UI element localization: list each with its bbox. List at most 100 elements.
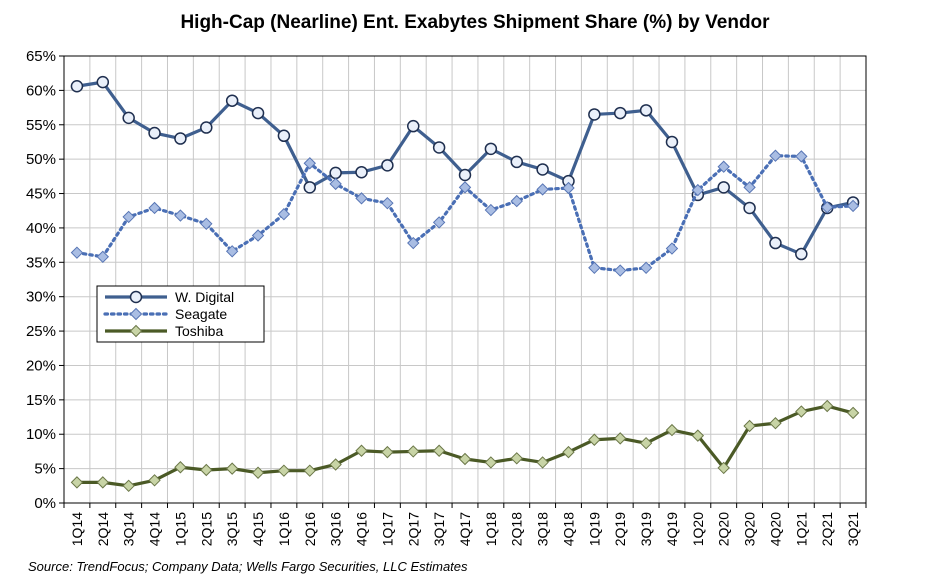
x-tick-label: 3Q16 <box>328 512 344 546</box>
x-tick-label: 1Q21 <box>793 512 809 546</box>
data-point-seagate <box>432 216 446 229</box>
x-tick-label: 2Q16 <box>302 512 318 546</box>
y-tick-label: 35% <box>26 254 56 271</box>
data-point-seagate <box>251 229 265 242</box>
data-point-w-digital <box>200 121 213 134</box>
data-point-w-digital <box>70 80 84 93</box>
data-point-toshiba <box>510 452 523 465</box>
x-tick-label: 2Q19 <box>612 512 628 546</box>
x-tick-label: 4Q19 <box>664 512 680 546</box>
data-point-w-digital <box>174 132 187 145</box>
data-point-w-digital <box>251 106 265 120</box>
data-point-w-digital <box>588 108 601 121</box>
x-tick-label: 3Q21 <box>845 512 861 546</box>
data-point-w-digital <box>743 201 756 215</box>
data-point-toshiba <box>588 433 601 446</box>
data-point-toshiba <box>743 419 756 433</box>
data-point-seagate <box>122 210 135 224</box>
data-point-toshiba <box>536 456 549 469</box>
data-point-toshiba <box>614 432 627 445</box>
data-point-toshiba <box>795 405 808 418</box>
data-point-seagate <box>743 181 756 194</box>
data-point-toshiba <box>277 464 291 477</box>
series-seagate <box>70 149 860 277</box>
plot-area-border <box>63 55 867 504</box>
y-tick-label: 65% <box>26 48 56 65</box>
data-point-seagate <box>588 261 601 275</box>
x-tick-label: 3Q19 <box>638 512 654 546</box>
x-tick-label: 3Q17 <box>431 512 447 546</box>
x-tick-label: 1Q18 <box>483 512 499 546</box>
data-point-seagate <box>277 207 291 221</box>
data-point-w-digital <box>122 111 135 125</box>
data-point-seagate <box>536 183 549 196</box>
data-point-toshiba <box>303 464 316 477</box>
series-w-digital <box>70 75 860 261</box>
data-point-seagate <box>769 149 782 162</box>
legend-marker-w-digital <box>129 290 143 304</box>
data-point-w-digital <box>96 75 110 89</box>
x-tick-label: 2Q15 <box>198 512 214 546</box>
y-tick-label: 10% <box>26 426 56 443</box>
data-point-w-digital <box>613 106 627 120</box>
y-tick-label: 25% <box>26 323 56 340</box>
data-point-seagate <box>355 192 368 205</box>
x-tick-label: 1Q20 <box>690 512 706 546</box>
data-point-w-digital <box>303 181 317 194</box>
y-tick-label: 55% <box>26 117 56 134</box>
data-point-w-digital <box>665 135 679 149</box>
y-tick-label: 45% <box>26 186 56 203</box>
data-point-w-digital <box>795 247 808 261</box>
data-point-toshiba <box>70 476 84 489</box>
data-point-w-digital <box>329 166 342 180</box>
x-tick-label: 2Q18 <box>509 512 525 546</box>
data-point-toshiba <box>225 462 239 475</box>
y-tick-label: 0% <box>34 495 56 512</box>
data-point-w-digital <box>458 168 472 182</box>
data-point-toshiba <box>717 461 730 475</box>
data-point-seagate <box>70 246 84 259</box>
legend-label-toshiba: Toshiba <box>175 323 223 339</box>
series-toshiba <box>70 399 860 493</box>
data-point-w-digital <box>769 236 782 250</box>
data-point-seagate <box>484 203 498 217</box>
x-tick-label: 2Q17 <box>405 512 421 546</box>
data-point-seagate <box>407 236 420 250</box>
x-tick-label: 1Q17 <box>379 512 395 546</box>
data-point-seagate <box>381 196 394 210</box>
data-point-toshiba <box>458 452 472 466</box>
y-tick-labels: 0% 5% 10% 15% 20% 25% 30% 35% 40% 45% 50% 55% 60% 65% <box>26 48 56 512</box>
x-tick-label: 2Q21 <box>819 512 835 546</box>
data-point-seagate <box>510 194 523 208</box>
data-point-toshiba <box>820 399 834 413</box>
data-point-seagate <box>225 245 239 258</box>
x-tick-label: 4Q14 <box>147 512 163 546</box>
x-tick-label: 3Q14 <box>121 512 137 546</box>
y-tick-label: 20% <box>26 357 56 374</box>
x-tick-label: 2Q20 <box>716 512 732 546</box>
data-point-w-digital <box>225 94 239 107</box>
data-point-toshiba <box>200 463 213 477</box>
data-point-w-digital <box>432 141 446 154</box>
data-point-w-digital <box>717 181 730 194</box>
data-point-seagate <box>691 183 705 197</box>
legend-marker-seagate <box>129 307 143 321</box>
data-point-seagate <box>562 181 575 195</box>
data-point-toshiba <box>329 458 342 471</box>
data-point-w-digital <box>536 163 549 176</box>
x-tick-label: 4Q18 <box>560 512 576 546</box>
data-point-seagate <box>665 242 679 255</box>
y-tick-label: 60% <box>26 82 56 99</box>
x-tick-label: 1Q19 <box>586 512 602 546</box>
data-point-w-digital <box>277 129 291 143</box>
y-tick-label: 15% <box>26 392 56 409</box>
data-point-toshiba <box>148 474 161 487</box>
data-point-toshiba <box>484 456 498 469</box>
data-point-seagate <box>303 157 316 170</box>
source-note: Source: TrendFocus; Company Data; Wells … <box>28 559 468 574</box>
data-point-seagate <box>639 261 653 275</box>
x-tick-label: 1Q15 <box>172 512 188 546</box>
data-point-seagate <box>200 217 213 231</box>
